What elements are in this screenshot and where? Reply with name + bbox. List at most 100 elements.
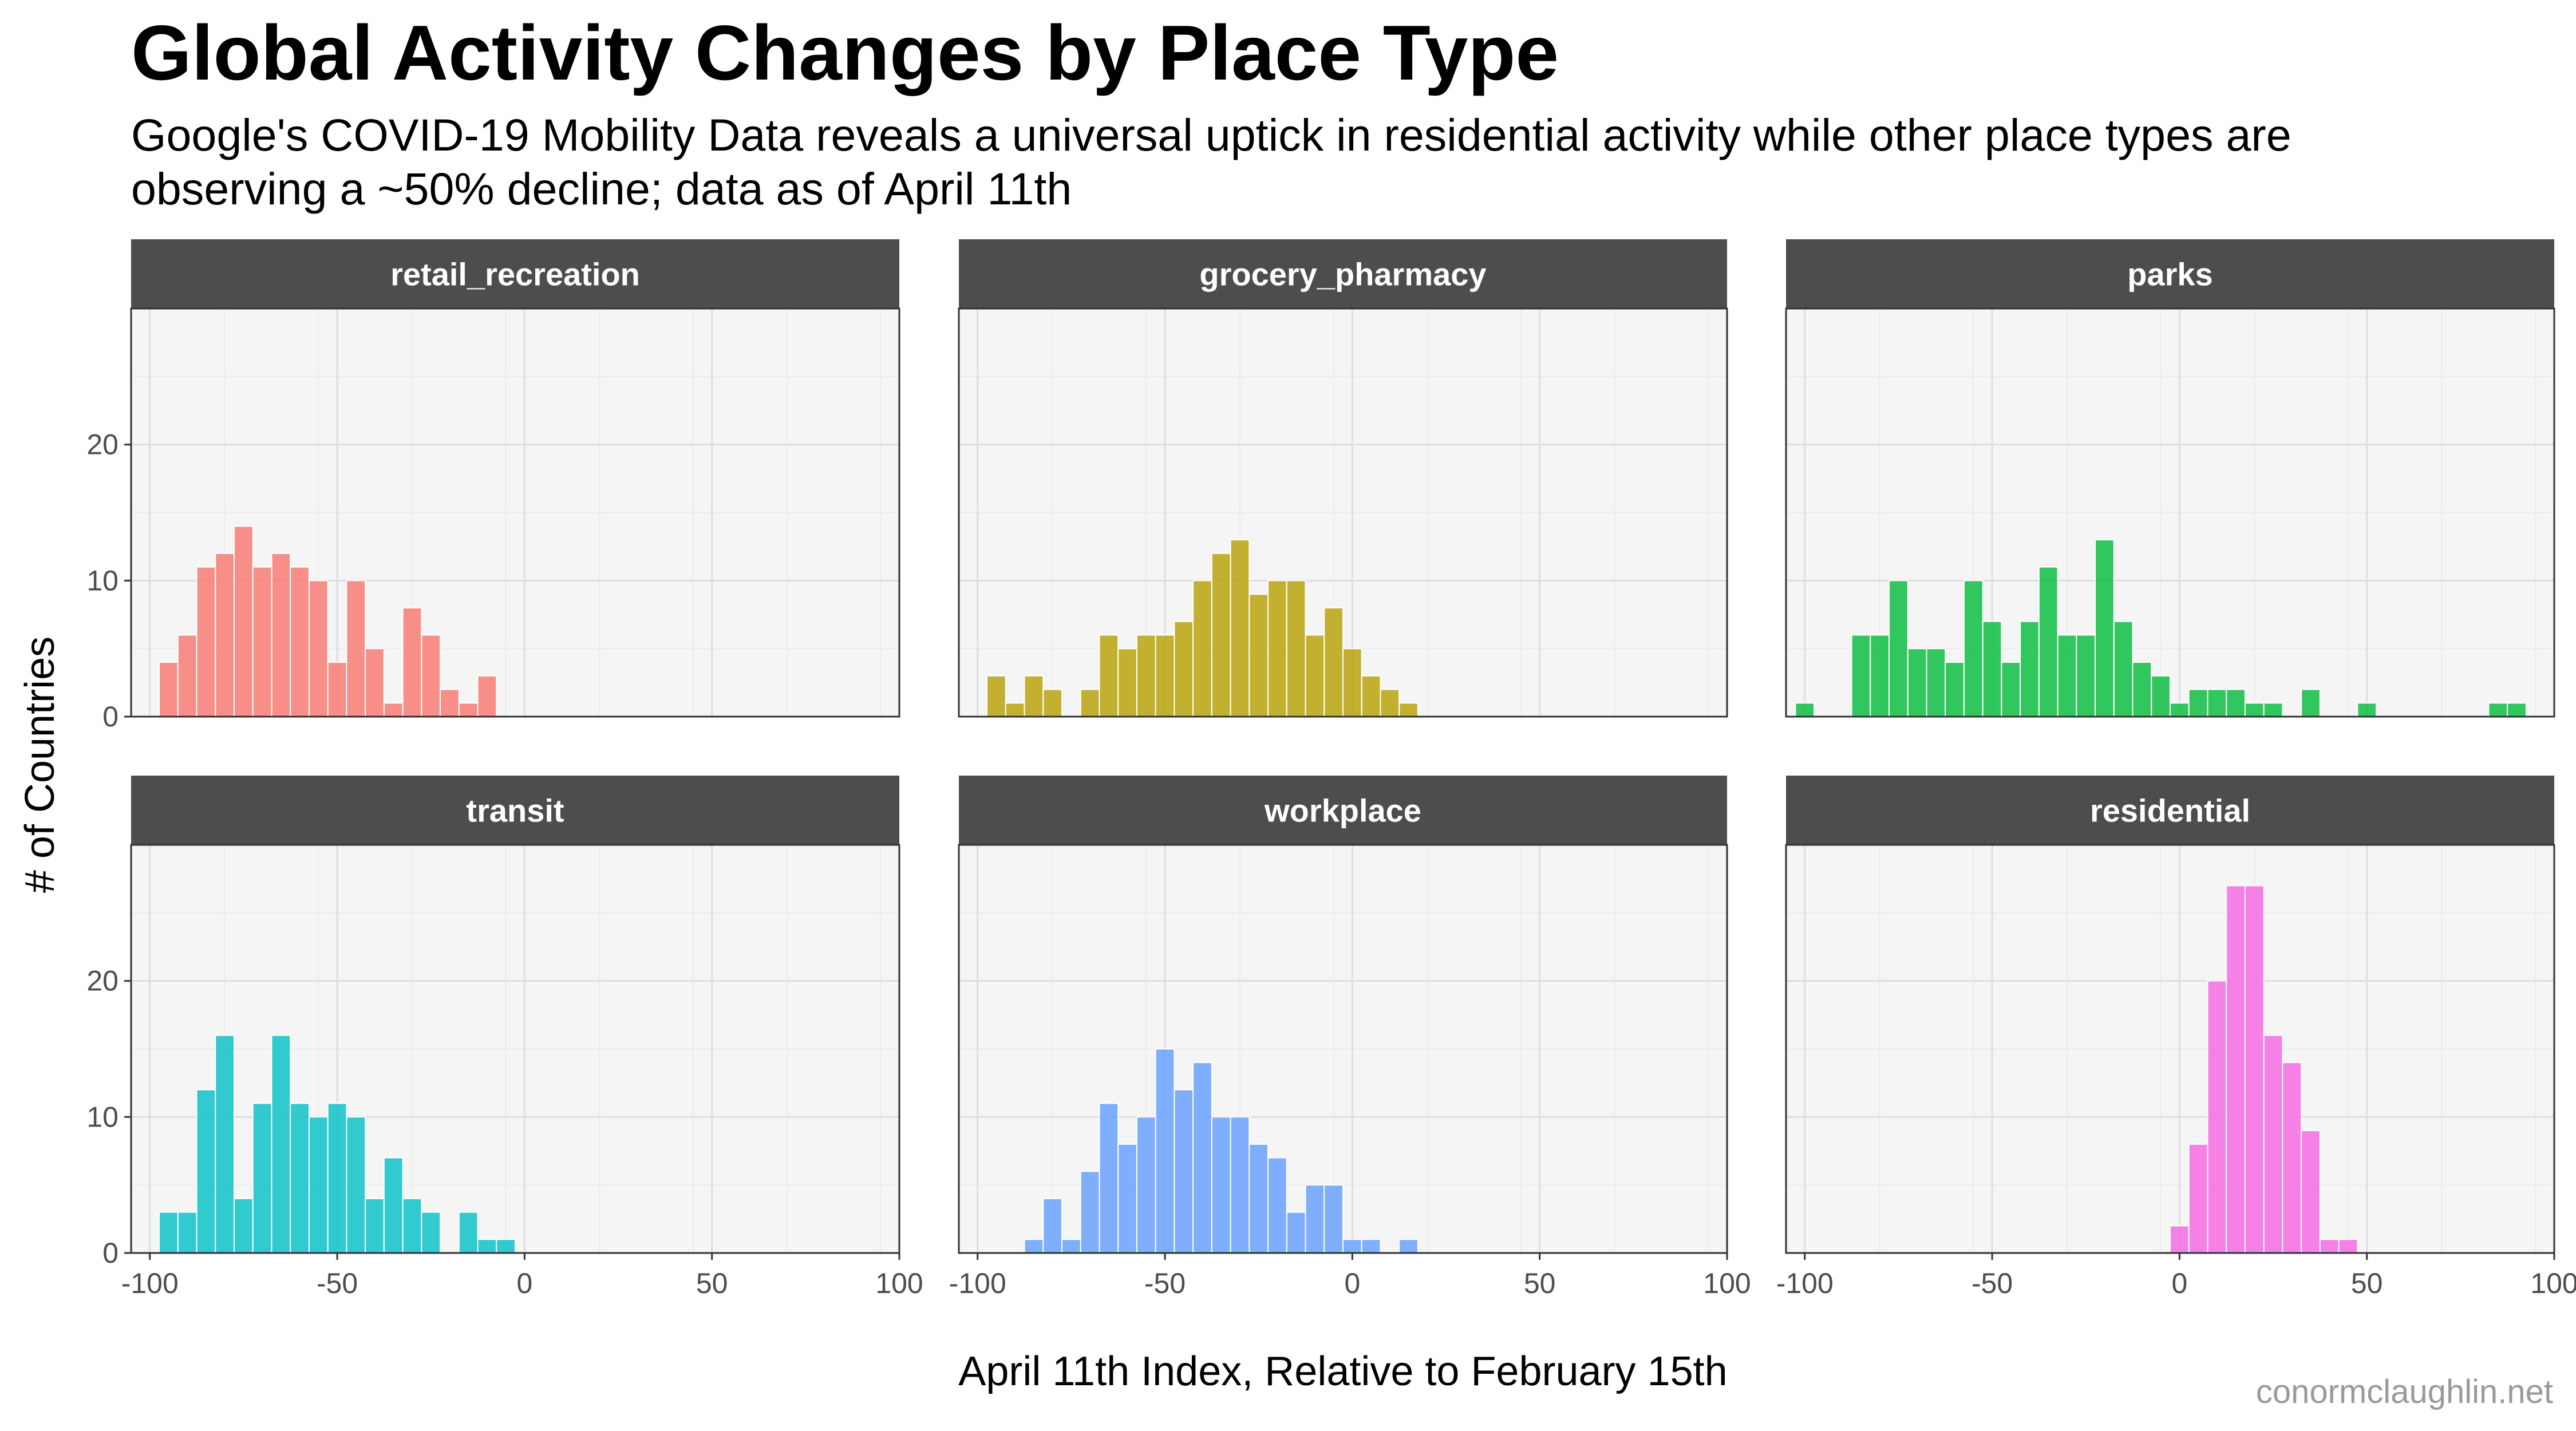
bar: [327, 1102, 347, 1254]
bar: [215, 552, 235, 717]
bar: [177, 1211, 197, 1254]
bar: [1249, 594, 1269, 717]
bar: [1211, 552, 1231, 717]
bar: [1323, 607, 1344, 718]
bar: [2301, 1130, 2321, 1254]
bar: [1982, 620, 2002, 717]
bar: [271, 1034, 291, 1254]
bar: [496, 1239, 516, 1254]
bar: [308, 580, 329, 717]
strip-label: residential: [2090, 793, 2250, 829]
bar: [365, 1197, 385, 1254]
panel-grocery_pharmacy: grocery_pharmacy: [958, 239, 1728, 718]
strip-workplace: [959, 776, 1727, 845]
bar: [1230, 1116, 1250, 1254]
x-tick-label: -100: [949, 1267, 1006, 1299]
bar: [1398, 1239, 1419, 1254]
bar: [458, 1211, 479, 1254]
x-tick-label: -50: [317, 1267, 358, 1299]
bar: [1795, 702, 1815, 717]
bar: [421, 1211, 441, 1254]
bar: [2338, 1239, 2358, 1254]
bar: [1042, 1197, 1063, 1254]
x-tick-label: -50: [1144, 1267, 1186, 1299]
x-tick-label: 0: [2171, 1267, 2187, 1299]
bar: [1305, 1184, 1325, 1254]
bar: [1926, 648, 1946, 717]
bar: [1174, 620, 1194, 717]
bar: [477, 1239, 497, 1254]
panel-border: [130, 307, 900, 718]
y-tick-label: 0: [102, 701, 118, 733]
y-tick-label: 10: [86, 564, 118, 596]
bar: [2301, 689, 2321, 718]
bar: [2095, 539, 2115, 717]
x-tick-label: 50: [696, 1267, 728, 1299]
bar: [2282, 1062, 2302, 1254]
bar: [402, 1197, 422, 1254]
bar: [1192, 580, 1212, 717]
panel-workplace: workplace -100 -50 0 50 100: [949, 776, 1751, 1299]
strip-grocery_pharmacy: [959, 239, 1727, 309]
bar: [1888, 580, 1909, 717]
bar: [1061, 1239, 1081, 1254]
bar: [1945, 661, 1965, 718]
bar: [2207, 980, 2227, 1254]
bar: [1286, 580, 1306, 717]
bar: [1230, 539, 1250, 717]
bar: [308, 1116, 329, 1254]
bar: [196, 566, 216, 717]
x-axis-label: April 11th Index, Relative to February 1…: [958, 1349, 1728, 1394]
bar: [1155, 634, 1175, 718]
bar: [2170, 1225, 2190, 1254]
bar: [1136, 1116, 1156, 1254]
y-tick-label: 10: [86, 1101, 118, 1133]
bar: [2507, 702, 2527, 717]
panel-border: [130, 844, 900, 1254]
y-tick-label: 0: [102, 1237, 118, 1269]
bar: [1099, 1102, 1119, 1254]
x-tick-label: 0: [516, 1267, 532, 1299]
y-axis-label: # of Countries: [17, 636, 63, 894]
x-tick-label: -100: [121, 1267, 179, 1299]
bar: [2020, 620, 2040, 717]
panel-retail_recreation: retail_recreation 0 10 20: [86, 239, 900, 733]
bar: [1398, 702, 1419, 717]
bar: [1080, 689, 1100, 718]
bar: [440, 689, 460, 718]
bar: [1870, 634, 1890, 718]
strip-parks: [1786, 239, 2554, 309]
bar: [477, 675, 497, 717]
bar: [2188, 689, 2208, 718]
bar: [252, 566, 272, 717]
strip-label: parks: [2127, 256, 2212, 292]
bar: [1380, 689, 1400, 718]
strip-residential: [1786, 776, 2554, 845]
panel-border: [1785, 307, 2555, 718]
bar: [196, 1089, 216, 1254]
bar: [2151, 675, 2171, 717]
bar: [2319, 1239, 2340, 1254]
bar: [2113, 620, 2134, 717]
bar: [365, 648, 385, 717]
bar: [1080, 1171, 1100, 1254]
strip-transit: [131, 776, 899, 845]
y-tick-label: 20: [86, 429, 118, 461]
bar: [2207, 689, 2227, 718]
strip-label: transit: [466, 793, 564, 829]
bar: [2488, 702, 2508, 717]
bar: [1851, 634, 1871, 718]
bar: [1155, 1048, 1175, 1254]
strip-label: workplace: [1264, 793, 1421, 829]
bar: [2244, 702, 2265, 717]
panel-border: [1785, 844, 2555, 1254]
panel-transit: transit 0 10 20 -100 -50 0 50 100: [86, 776, 923, 1299]
bar: [159, 1211, 179, 1254]
x-tick-label: 100: [2530, 1267, 2576, 1299]
bar: [1907, 648, 1927, 717]
bar: [1249, 1143, 1269, 1254]
bar: [1117, 1143, 1137, 1254]
bar: [1361, 1239, 1381, 1254]
bar: [327, 661, 347, 718]
